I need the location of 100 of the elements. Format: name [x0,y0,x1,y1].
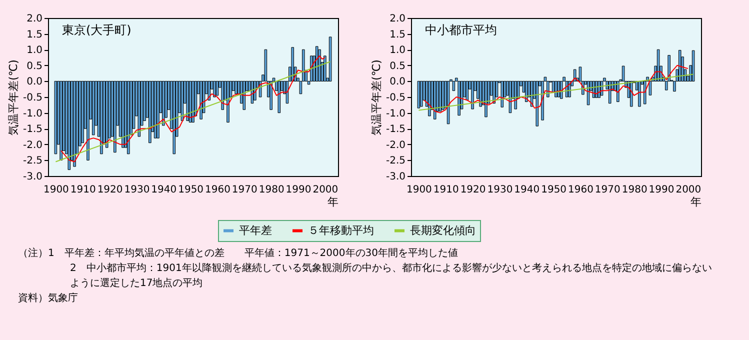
bar [471,80,474,110]
x-axis-title: 年 [690,196,702,208]
legend-label: 平年差 [239,224,272,237]
bar [586,80,590,106]
text: 2 中小都市平均：1901年以降観測を継続している気象観測所の中から、都市化による影響が少ないと考えられる地点を特定の地域に偏らないように選定した17地点の平均 [69,262,713,291]
y-tick-label: -2.5 [22,156,42,167]
y-tick-label: -2.0 [386,140,406,151]
x-tick-label: 1980 [258,184,284,196]
y-axis-title: 気温平年差(℃) [6,60,20,136]
bar [221,80,224,110]
bar [208,80,211,100]
y-tick-label: 0.0 [26,76,42,88]
x-tick-label: 1980 [622,184,648,196]
x-tick-label: 1950 [541,184,567,196]
line-series [424,64,688,114]
bar [318,49,321,82]
y-tick-label: 0.0 [390,76,406,88]
x-tick-label: 1960 [568,184,594,196]
bar [138,80,141,137]
y-tick-label: 0.5 [26,60,42,72]
bar [466,80,469,100]
x-tick-label: 1970 [232,184,258,196]
bar [692,50,695,82]
bar [270,80,272,110]
y-tick-label: -1.5 [22,124,42,136]
x-tick-label: 2000 [676,184,702,196]
bar [234,80,238,94]
y-tick-label: 2.0 [390,14,406,24]
y-tick-label: 1.5 [390,29,406,40]
y-tick-label: -1.5 [386,124,406,136]
legend-label: 長期変化傾向 [410,224,476,237]
bar [226,80,230,123]
bar [186,80,190,121]
y-axis-title: 気温平年差(℃) [370,60,383,136]
text: （注）1 平年差：年平均気温の平年値との差 平年値：1971～2000年の30年間を平均した値 [18,246,459,261]
bar [328,36,332,82]
x-tick-label: 1960 [205,184,230,196]
bar [68,80,71,170]
bar [420,80,423,107]
x-tick-label: 1930 [124,184,150,196]
y-tick-label: -0.5 [386,92,406,104]
bar [492,80,496,104]
bar [479,80,482,107]
bar [200,80,202,120]
bar [643,80,646,104]
bar [324,56,326,82]
x-tick-label: 2000 [312,184,338,196]
x-tick-label: 1920 [97,184,123,196]
bar [114,80,116,153]
bar [278,80,281,114]
chart-title: 中小都市平均 [425,23,497,37]
x-tick-label: 1950 [178,184,204,196]
y-tick-label: -2.0 [22,140,42,151]
bar [291,47,294,82]
y-tick-label: 1.0 [26,45,42,56]
y-tick-label: -0.5 [22,92,42,104]
bar [156,80,160,138]
bar [500,80,504,108]
x-tick-label: 1920 [460,184,486,196]
bar [126,80,130,154]
bar [172,80,176,154]
text: 資料）気象庁 [18,292,79,306]
x-tick-label: 1900 [43,184,69,196]
bar [92,80,95,136]
bar [484,80,488,118]
bar [417,80,420,108]
bar [656,49,660,82]
x-tick-label: 1930 [487,184,513,196]
y-tick-label: -3.0 [386,172,406,182]
bar [86,80,90,160]
bar [54,80,58,154]
bar [213,80,216,98]
bar [60,80,62,160]
x-tick-label: 1990 [286,184,312,196]
y-tick-label: -2.5 [386,156,406,167]
bar [242,80,246,110]
bar [514,80,518,110]
x-tick-label: 1990 [648,184,674,196]
bar [73,80,76,167]
x-tick-label: 1970 [594,184,620,196]
x-tick-label: 1940 [514,184,540,196]
x-tick-label: 1910 [70,184,96,196]
y-tick-label: -1.0 [22,108,42,120]
bar [446,80,450,124]
y-tick-label: 0.5 [390,60,406,72]
bar [541,80,544,120]
y-tick-label: 1.0 [390,45,406,56]
bar [452,80,456,91]
bar [458,80,460,116]
bar [148,80,152,144]
chart-title: 東京(大手町) [62,23,132,37]
y-tick-label: 1.5 [26,29,42,40]
x-tick-label: 1940 [151,184,177,196]
bar [536,80,539,126]
y-tick-label: 2.0 [26,14,42,24]
x-axis-title: 年 [328,196,338,208]
x-tick-label: 1900 [406,184,432,196]
y-tick-label: -3.0 [22,172,42,182]
legend-label: ５年移動平均 [308,224,374,237]
bar [81,80,84,144]
